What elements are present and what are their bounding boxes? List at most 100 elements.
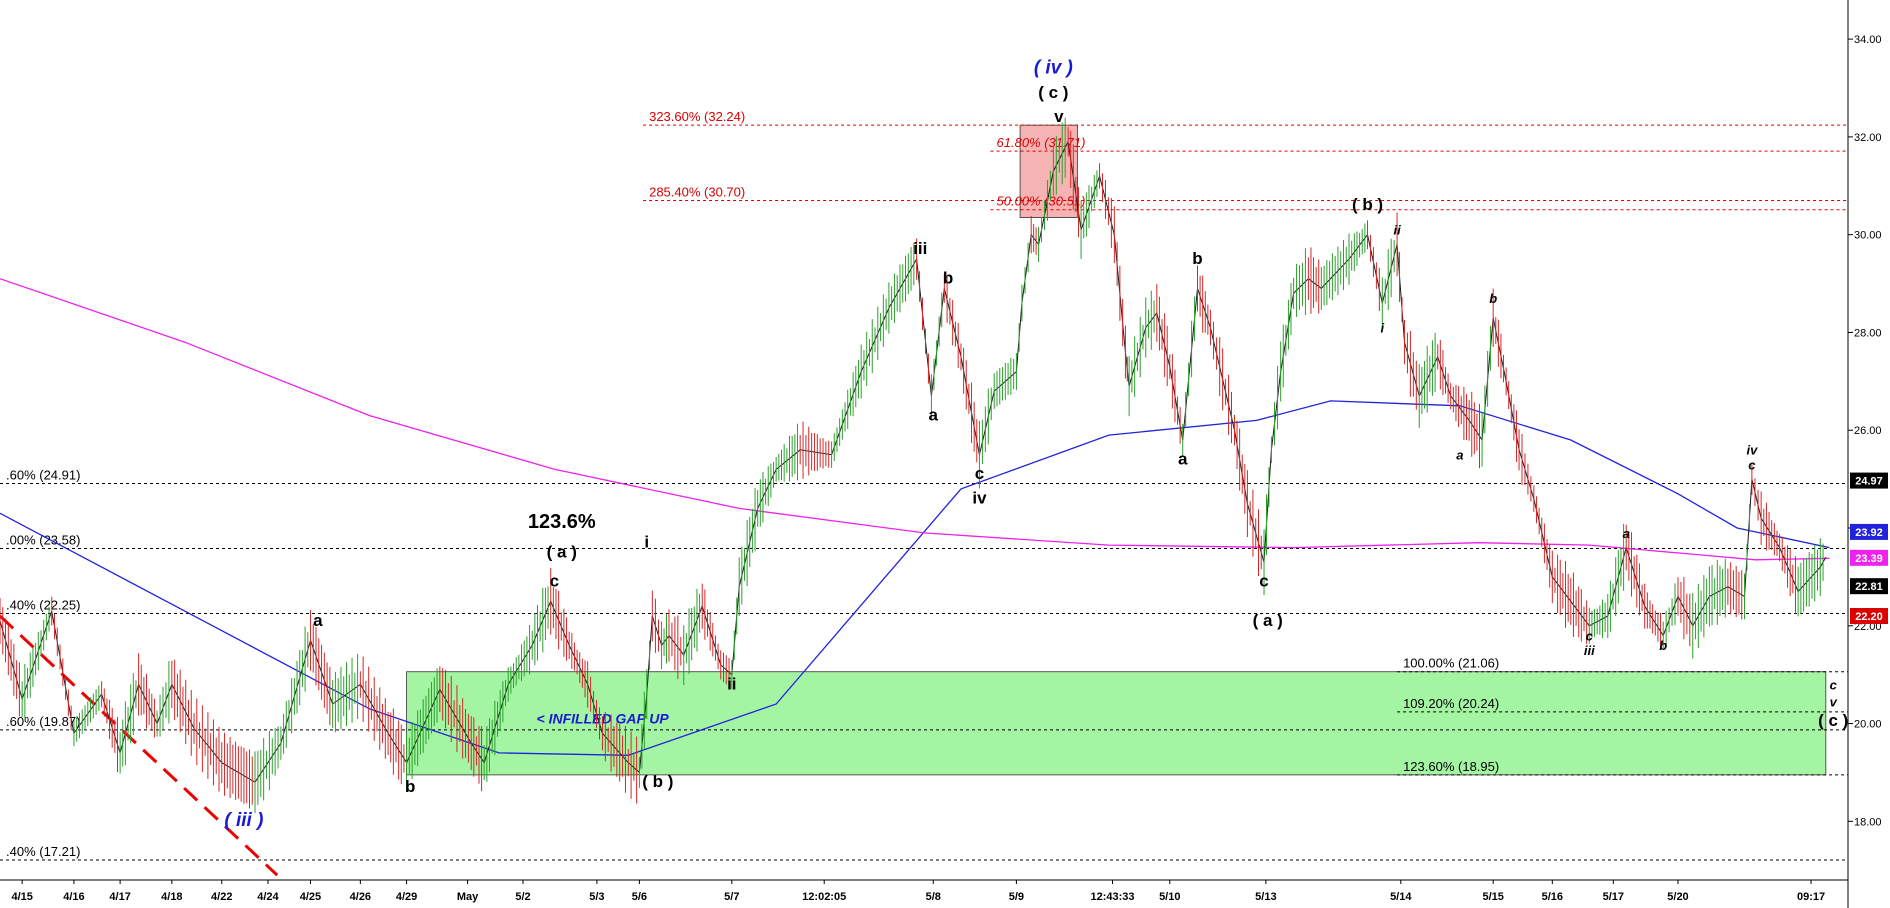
fib-label: .60% (24.91): [6, 468, 80, 483]
wave-label: ( a ): [547, 542, 577, 561]
x-tick-label: 5/10: [1159, 891, 1180, 903]
wave-label: ( c ): [1038, 83, 1068, 102]
price-badge-label: 24.97: [1855, 476, 1883, 488]
wave-label: c: [975, 464, 984, 483]
wave-label: a: [929, 405, 939, 424]
x-tick-label: 4/18: [161, 891, 182, 903]
fib-label: .00% (23.58): [6, 533, 80, 548]
x-tick-label: 5/13: [1255, 891, 1276, 903]
price-badge: [1850, 578, 1888, 595]
moving-averages: [0, 278, 1830, 756]
wave-label: b: [943, 269, 953, 288]
wave-label: v: [1054, 107, 1064, 126]
wave-label: i: [1380, 320, 1384, 335]
price-badge: [1850, 523, 1888, 540]
moving-average-line: [0, 278, 1830, 561]
wave-label: 123.6%: [528, 511, 596, 533]
wave-label: iii: [1584, 643, 1595, 658]
fib-label: .60% (19.87): [6, 714, 80, 729]
x-tick-label: 4/17: [109, 891, 130, 903]
wave-label: ( c ): [1818, 711, 1848, 730]
x-tick-label: 5/20: [1667, 891, 1688, 903]
wave-label: b: [1659, 638, 1667, 653]
fib-label: 61.80% (31.71): [997, 135, 1086, 150]
fib-label: 285.40% (30.70): [649, 184, 745, 199]
wave-label: b: [1192, 249, 1202, 268]
y-tick-label: 20.00: [1854, 719, 1882, 731]
x-tick-label: 4/24: [257, 891, 279, 903]
wave-label: b: [1489, 291, 1497, 306]
wave-label: v: [1830, 694, 1838, 709]
wave-label: ( a ): [1253, 611, 1283, 630]
wave-label: ( iv ): [1034, 57, 1073, 78]
y-tick-label: 32.00: [1854, 132, 1882, 144]
price-series: [0, 117, 1827, 813]
zones-layer: < INFILLED GAP UP: [406, 124, 1827, 776]
trendline: [0, 614, 279, 877]
x-tick-label: 5/14: [1390, 891, 1412, 903]
x-tick-label: 5/2: [515, 891, 530, 903]
price-badge-label: 23.92: [1855, 527, 1883, 539]
x-tick-label: 4/25: [300, 891, 321, 903]
y-tick-label: 34.00: [1854, 34, 1882, 46]
fib-label: 50.00% (30.51): [997, 194, 1086, 209]
price-badge: [1850, 472, 1888, 489]
x-tick-label: 4/16: [63, 891, 84, 903]
wave-label: b: [405, 777, 415, 796]
trendline-layer: [0, 614, 279, 877]
fib-label: .40% (17.21): [6, 844, 80, 859]
x-tick-label: 5/6: [632, 891, 647, 903]
x-tick-label: 5/16: [1542, 891, 1563, 903]
wave-label: i: [644, 533, 649, 552]
x-tick-label: 4/29: [396, 891, 417, 903]
x-tick-label: 5/15: [1482, 891, 1503, 903]
x-tick-label: 12:02:05: [802, 891, 846, 903]
price-badge: [1850, 549, 1888, 566]
fib-label: 109.20% (20.24): [1403, 696, 1499, 711]
x-tick-label: 4/15: [11, 891, 32, 903]
wave-label: ( b ): [642, 772, 673, 791]
y-axis-panel: [1848, 0, 1890, 908]
wave-label: ( b ): [1352, 195, 1383, 214]
wave-label: ii: [1393, 223, 1401, 238]
y-tick-label: 30.00: [1854, 230, 1882, 242]
wave-label: c: [1748, 457, 1756, 472]
x-tick-label: 4/26: [350, 891, 371, 903]
wave-label: a: [1623, 526, 1630, 541]
wave-label: ii: [727, 674, 736, 693]
wave-label: iv: [1746, 443, 1758, 458]
fib-label: 323.60% (32.24): [649, 109, 745, 124]
x-tick-label: 09:17: [1797, 891, 1825, 903]
x-tick-label: 4/22: [211, 891, 232, 903]
fib-levels: 323.60% (32.24) 61.80% (31.71) 285.40% (30…: [0, 109, 1848, 861]
price-badge-label: 23.39: [1855, 553, 1883, 565]
wave-label: a: [1178, 449, 1188, 468]
x-tick-label: 5/7: [724, 891, 739, 903]
wave-label: ( iii ): [224, 810, 263, 831]
wave-label: c: [1586, 628, 1594, 643]
wave-label: a: [313, 611, 323, 630]
x-tick-label: May: [457, 891, 479, 903]
fib-label: .40% (22.25): [6, 598, 80, 613]
fib-label: 123.60% (18.95): [1403, 759, 1499, 774]
y-tick-label: 28.00: [1854, 327, 1882, 339]
wave-label: c: [1830, 677, 1838, 692]
price-badge: [1850, 608, 1888, 624]
price-badge-label: 22.81: [1855, 581, 1883, 593]
wave-label: c: [550, 572, 559, 591]
wave-label: iii: [913, 239, 927, 258]
wave-label: c: [1259, 572, 1268, 591]
y-tick-label: 18.00: [1854, 816, 1882, 828]
x-tick-label: 5/3: [589, 891, 604, 903]
price-badge-label: 22.20: [1855, 611, 1883, 623]
zone-infilled-gap: [406, 671, 1827, 776]
x-tick-label: 5/9: [1009, 891, 1024, 903]
y-tick-label: 26.00: [1854, 425, 1882, 437]
x-tick-label: 12:43:33: [1090, 891, 1134, 903]
wave-label: iv: [972, 489, 987, 508]
moving-average-line: [0, 400, 1830, 756]
wave-label: a: [1456, 448, 1463, 463]
